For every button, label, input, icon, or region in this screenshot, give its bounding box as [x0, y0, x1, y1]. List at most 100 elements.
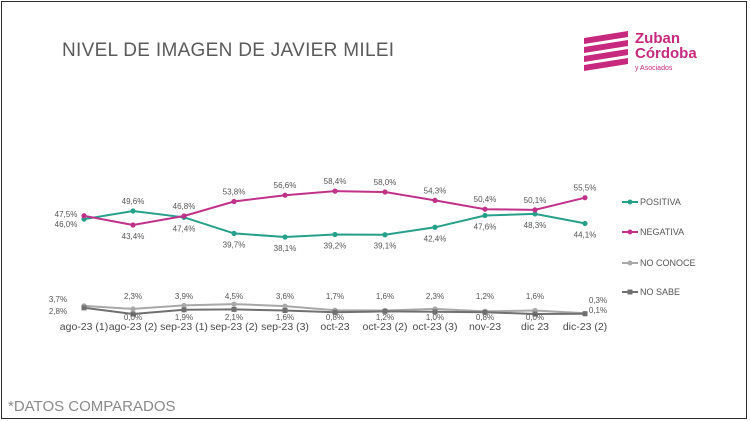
- data-label: 4,5%: [225, 292, 243, 301]
- data-label: 1,6%: [276, 313, 294, 322]
- data-label: 3,7%: [49, 295, 67, 304]
- series-layer: 46,0%47,5% 3,7% 2,8% 49,6% 43,4% 2,3% 0,0% 46,8…: [49, 177, 607, 322]
- data-label: 47,6%: [474, 223, 497, 232]
- data-label: 1,2%: [476, 292, 494, 301]
- data-label: 50,1%: [524, 196, 547, 205]
- data-label: 58,4%: [324, 177, 347, 186]
- data-point-negativa: [130, 222, 136, 228]
- data-label: 3,6%: [276, 292, 294, 301]
- data-label: 38,1%: [274, 244, 297, 253]
- brand-name-line2: Córdoba: [635, 45, 697, 62]
- x-tick-label: sep-23 (3): [261, 321, 309, 333]
- data-point-positiva: [231, 230, 237, 236]
- data-label: 2,3%: [426, 292, 444, 301]
- legend-marker: [627, 289, 633, 295]
- data-point-no-sabe: [130, 311, 136, 317]
- data-label: 0,8%: [326, 313, 344, 322]
- data-label: 49,6%: [122, 197, 145, 206]
- data-point-no-conoce: [231, 301, 237, 307]
- data-label: 47,5%: [55, 210, 78, 219]
- legend-label: NEGATIVA: [640, 227, 684, 237]
- data-point-negativa: [432, 197, 438, 203]
- data-label: 3,9%: [175, 292, 193, 301]
- data-label: 1,6%: [526, 292, 544, 301]
- legend-marker: [627, 199, 633, 205]
- data-point-no-conoce: [130, 306, 136, 312]
- legend-item-no-conoce: NO CONOCE: [622, 258, 696, 268]
- data-label: 46,0%: [55, 220, 78, 229]
- data-label: 50,4%: [474, 195, 497, 204]
- series-line-negativa: [83, 190, 586, 227]
- x-tick-label: nov-23: [469, 321, 501, 333]
- series-positiva: [81, 208, 588, 240]
- series-negativa: [81, 188, 588, 228]
- data-label: 43,4%: [122, 232, 145, 241]
- legend-marker: [627, 229, 633, 235]
- data-point-positiva: [532, 211, 538, 217]
- data-point-no-conoce: [282, 303, 288, 309]
- data-label: 1,2%: [376, 313, 394, 322]
- brand-tagline: y Asociados: [635, 65, 673, 72]
- data-point-negativa: [282, 192, 288, 198]
- x-tick-label: oct-23: [320, 321, 349, 333]
- data-point-negativa: [181, 213, 187, 219]
- legend: POSITIVA NEGATIVA NO CONOCE NO SABE: [622, 197, 696, 297]
- data-label: 47,4%: [173, 224, 196, 233]
- data-label: 53,8%: [223, 188, 246, 197]
- x-tick-label: sep-23 (1): [160, 321, 208, 333]
- data-label: 0,3%: [589, 296, 607, 305]
- data-point-no-sabe: [282, 307, 288, 313]
- x-tick-label: sep-23 (2): [210, 321, 258, 333]
- data-label: 0,0%: [124, 313, 142, 322]
- data-point-positiva: [432, 224, 438, 230]
- brand-name-line1: Zuban: [635, 30, 680, 47]
- data-point-negativa: [231, 198, 237, 205]
- data-label: 42,4%: [424, 234, 447, 243]
- data-label: 1,0%: [426, 313, 444, 322]
- data-label: 39,1%: [374, 242, 397, 251]
- data-point-no-conoce: [181, 302, 187, 309]
- brand-logo-mark: [584, 31, 628, 71]
- data-point-no-sabe: [231, 306, 237, 312]
- data-label: 0,8%: [476, 313, 494, 322]
- footnote: *DATOS COMPARADOS: [8, 398, 176, 415]
- data-point-no-sabe: [181, 307, 187, 313]
- data-point-no-sabe: [482, 309, 488, 315]
- data-point-no-sabe: [582, 311, 588, 317]
- data-label: 2,3%: [124, 292, 142, 301]
- chart-title: NIVEL DE IMAGEN DE JAVIER MILEI: [62, 40, 395, 61]
- data-point-negativa: [582, 195, 588, 201]
- legend-label: POSITIVA: [640, 197, 681, 207]
- data-point-negativa: [81, 213, 87, 219]
- x-axis: ago-23 (1) ago-23 (2) sep-23 (1) sep-23 (2)…: [60, 321, 607, 333]
- x-tick-label: ago-23 (2): [109, 321, 157, 333]
- data-point-positiva: [582, 220, 588, 227]
- data-label: 2,1%: [225, 313, 243, 322]
- data-label: 54,3%: [424, 186, 447, 195]
- legend-item-no-sabe: NO SABE: [622, 287, 680, 297]
- series-no-sabe: [81, 305, 588, 317]
- data-point-positiva: [332, 231, 338, 238]
- x-tick-label: dic-23 (2): [563, 321, 607, 333]
- data-label: 1,6%: [376, 292, 394, 301]
- data-point-no-sabe: [532, 311, 538, 317]
- legend-item-negativa: NEGATIVA: [622, 227, 684, 237]
- data-label: 0,1%: [589, 306, 607, 315]
- legend-label: NO CONOCE: [640, 258, 696, 268]
- x-tick-label: oct-23 (3): [413, 321, 458, 333]
- x-tick-label: ago-23 (1): [60, 321, 108, 333]
- data-point-positiva: [482, 212, 488, 219]
- data-label: 2,8%: [49, 307, 67, 316]
- data-label: 55,5%: [574, 184, 597, 193]
- data-label: 0,0%: [526, 313, 544, 322]
- legend-marker: [627, 260, 633, 266]
- legend-item-positiva: POSITIVA: [622, 197, 681, 207]
- data-point-no-sabe: [332, 309, 338, 315]
- legend-label: NO SABE: [640, 287, 680, 297]
- data-label: 39,7%: [223, 240, 246, 249]
- data-point-negativa: [382, 189, 388, 195]
- data-label: 46,8%: [173, 202, 196, 211]
- data-label: 39,2%: [324, 242, 347, 251]
